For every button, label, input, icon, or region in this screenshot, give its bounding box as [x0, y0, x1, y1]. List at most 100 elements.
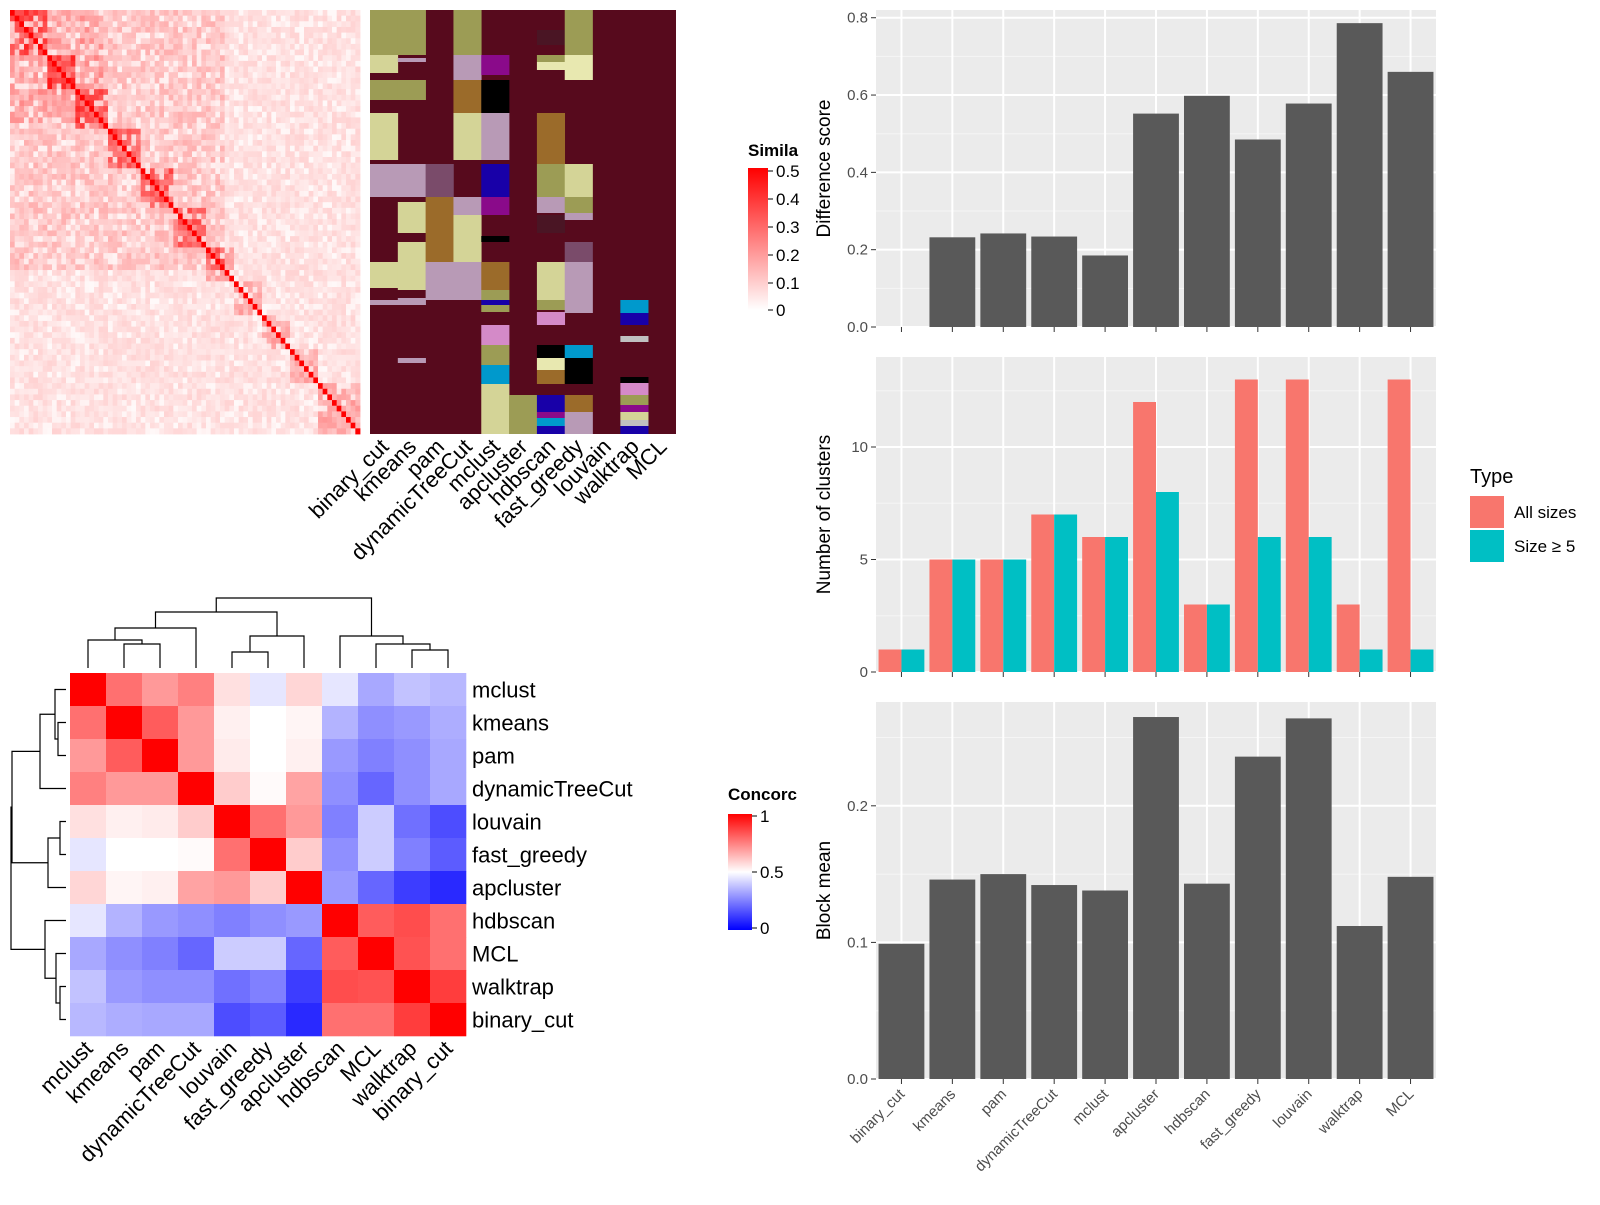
similarity-cell — [266, 123, 272, 130]
similarity-cell — [206, 298, 212, 305]
similarity-cell — [276, 100, 282, 107]
similarity-cell — [229, 230, 235, 237]
similarity-cell — [145, 196, 151, 203]
similarity-cell — [42, 241, 48, 248]
similarity-cell — [122, 179, 128, 186]
similarity-cell — [33, 145, 39, 152]
similarity-cell — [327, 89, 333, 96]
similarity-cell — [19, 117, 25, 124]
similarity-cell — [336, 106, 342, 113]
similarity-cell — [19, 337, 25, 344]
similarity-cell — [112, 270, 118, 277]
similarity-cell — [75, 151, 81, 158]
similarity-cell — [318, 111, 324, 118]
similarity-cell — [52, 315, 58, 322]
similarity-cell — [117, 106, 123, 113]
similarity-cell — [56, 60, 62, 67]
similarity-cell — [285, 287, 291, 294]
similarity-cell — [332, 15, 338, 22]
similarity-cell — [248, 83, 254, 90]
similarity-cell — [266, 49, 272, 56]
similarity-cell — [238, 371, 244, 378]
similarity-cell — [196, 219, 202, 226]
similarity-cell — [201, 117, 207, 124]
similarity-cell — [271, 258, 277, 265]
similarity-cell — [61, 162, 67, 169]
similarity-cell — [290, 241, 296, 248]
similarity-cell — [75, 349, 81, 356]
similarity-cell — [70, 123, 76, 130]
similarity-cell — [224, 21, 230, 28]
similarity-cell — [252, 275, 258, 282]
similarity-cell — [173, 111, 179, 118]
similarity-cell — [154, 213, 160, 220]
similarity-cell — [112, 292, 118, 299]
similarity-cell — [136, 100, 142, 107]
similarity-cell — [327, 106, 333, 113]
similarity-cell — [313, 83, 319, 90]
similarity-cell — [75, 309, 81, 316]
similarity-cell — [215, 185, 221, 192]
similarity-cell — [136, 275, 142, 282]
similarity-cell — [350, 100, 356, 107]
similarity-cell — [192, 337, 198, 344]
similarity-cell — [276, 315, 282, 322]
similarity-cell — [112, 66, 118, 73]
similarity-cell — [154, 49, 160, 56]
similarity-cell — [164, 21, 170, 28]
similarity-cell — [19, 202, 25, 209]
similarity-cell — [276, 371, 282, 378]
similarity-cell — [206, 38, 212, 45]
similarity-cell — [173, 128, 179, 135]
similarity-cell — [61, 349, 67, 356]
similarity-cell — [201, 354, 207, 361]
similarity-cell — [341, 354, 347, 361]
similarity-cell — [346, 270, 352, 277]
similarity-cell — [304, 38, 310, 45]
similarity-cell — [290, 32, 296, 39]
similarity-cell — [355, 123, 361, 130]
similarity-cell — [173, 145, 179, 152]
similarity-cell — [266, 43, 272, 50]
similarity-cell — [257, 179, 263, 186]
similarity-cell — [75, 117, 81, 124]
similarity-cell — [224, 168, 230, 175]
similarity-cell — [280, 106, 286, 113]
similarity-cell — [243, 366, 249, 373]
similarity-cell — [112, 383, 118, 390]
similarity-cell — [355, 89, 361, 96]
similarity-cell — [66, 315, 72, 322]
similarity-cell — [108, 185, 114, 192]
similarity-cell — [42, 343, 48, 350]
similarity-cell — [294, 349, 300, 356]
similarity-cell — [318, 224, 324, 231]
similarity-cell — [145, 236, 151, 243]
similarity-cell — [28, 287, 34, 294]
similarity-cell — [154, 134, 160, 141]
similarity-cell — [210, 349, 216, 356]
similarity-cell — [280, 337, 286, 344]
similarity-cell — [290, 366, 296, 373]
similarity-cell — [108, 253, 114, 260]
similarity-cell — [66, 49, 72, 56]
similarity-cell — [182, 253, 188, 260]
similarity-cell — [80, 230, 86, 237]
similarity-cell — [80, 247, 86, 254]
similarity-cell — [346, 275, 352, 282]
similarity-cell — [332, 77, 338, 84]
similarity-cell — [33, 134, 39, 141]
similarity-cell — [206, 320, 212, 327]
similarity-cell — [243, 94, 249, 101]
similarity-cell — [136, 337, 142, 344]
similarity-cell — [187, 117, 193, 124]
similarity-cell — [210, 337, 216, 344]
similarity-cell — [201, 21, 207, 28]
similarity-cell — [150, 213, 156, 220]
similarity-cell — [24, 196, 30, 203]
similarity-cell — [234, 270, 240, 277]
similarity-cell — [10, 202, 16, 209]
similarity-cell — [80, 337, 86, 344]
similarity-cell — [14, 371, 20, 378]
similarity-cell — [220, 219, 226, 226]
similarity-cell — [75, 281, 81, 288]
